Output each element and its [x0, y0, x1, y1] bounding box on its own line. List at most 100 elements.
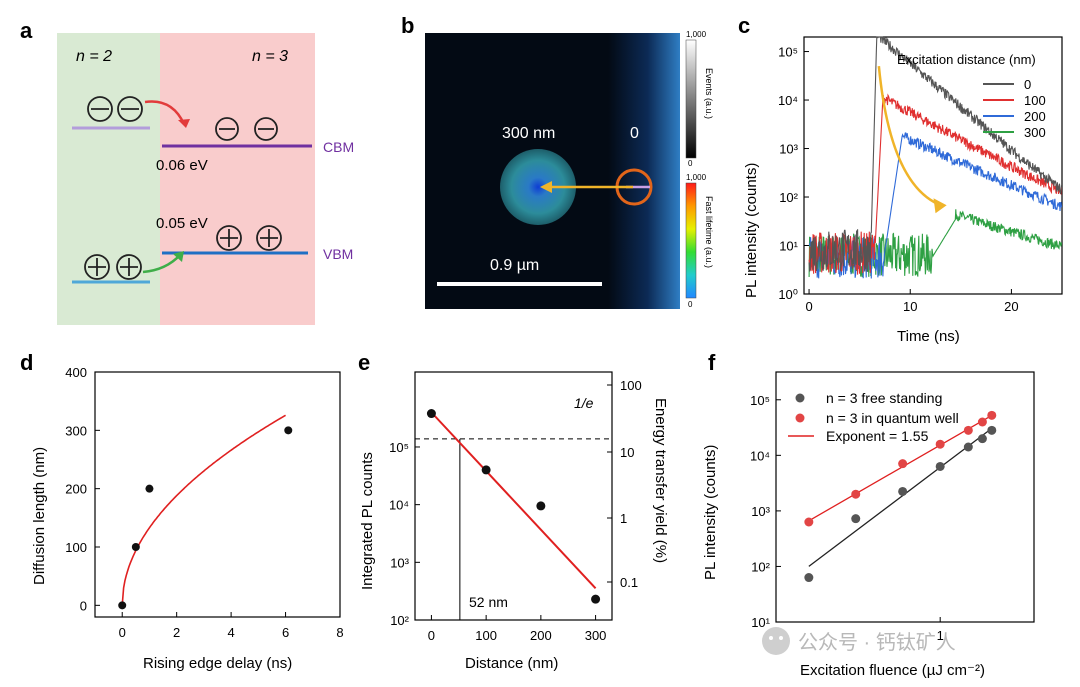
panel-e-label: e [358, 350, 370, 375]
d-frame [94, 371, 341, 618]
e-y-axis-label: Integrated PL counts [359, 452, 376, 590]
wechat-icon [762, 627, 790, 655]
f-data-point [963, 425, 973, 435]
f-data-point [851, 514, 861, 524]
n3-region [160, 33, 315, 325]
f-data-point [977, 434, 987, 444]
f-data-point [804, 573, 814, 583]
e-y-tick-label: 10³ [390, 555, 409, 570]
pl-counts-plot: 0 100 200 300 10² 10³ 10⁴ 10⁵ 100 10 1 0.1 [389, 371, 642, 643]
events-colorbar-title: Events (a.u.) [704, 68, 714, 119]
distance-label: 300 nm [502, 125, 555, 142]
f-legend-marker [795, 413, 805, 423]
e-fit-line [430, 411, 597, 589]
f-y-tick-label: 10² [751, 559, 770, 574]
d-data-point [131, 543, 140, 551]
c-legend-label-100: 100 [1024, 93, 1046, 108]
vbm-offset: 0.05 eV [156, 215, 208, 232]
e-x-tick-label: 200 [530, 628, 552, 643]
c-legend-label-200: 200 [1024, 109, 1046, 124]
c-legend-label-300: 300 [1024, 125, 1046, 140]
d-data-point [145, 484, 154, 493]
d-data-point [118, 601, 127, 610]
panel-c-label: c [738, 13, 750, 38]
c-legend-title: Excitation distance (nm) [897, 52, 1036, 67]
c-legend-label-0: 0 [1024, 77, 1031, 92]
d-y-tick-label: 200 [65, 482, 87, 497]
hole-arrowhead-icon [173, 251, 184, 262]
panel-f-label: f [708, 350, 716, 375]
lifetime-colorbar-min: 0 [688, 300, 693, 309]
e-right-tick-label: 0.1 [620, 575, 638, 590]
lifetime-colorbar-max: 1,000 [686, 173, 707, 182]
d-x-tick-label: 8 [336, 625, 343, 640]
events-colorbar-max: 1,000 [686, 30, 707, 39]
e-x-tick-label: 100 [475, 628, 497, 643]
c-y-tick-label: 10⁵ [778, 45, 798, 60]
f-data-point [804, 517, 814, 527]
panel-e: e 0 100 200 300 10² 10³ 10⁴ 10⁵ 100 10 1 0.1 Integr… [358, 350, 669, 672]
e-right-axis-label: Energy transfer yield (%) [652, 398, 669, 563]
f-legend: n = 3 free standing n = 3 in quantum well [788, 390, 959, 437]
f-data-point [851, 489, 861, 499]
electron-arrowhead-icon [178, 119, 190, 128]
panel-a: a n = 2 n = 3 0.06 eV 0.05 eV CBM VBM [20, 18, 354, 325]
d-data-point [284, 426, 293, 435]
cbm-label: CBM [323, 139, 354, 155]
d-x-tick-label: 0 [119, 625, 126, 640]
f-data-point [963, 442, 973, 452]
marker-52nm-label: 52 nm [469, 594, 508, 610]
f-fit-line-0 [808, 427, 993, 567]
e-right-tick-label: 1 [620, 511, 627, 526]
f-data-point [898, 486, 908, 496]
panel-c: c 0 10 20 10⁰ 10¹ 10² 10³ 10⁴ 10⁵ PL intensity (… [738, 13, 1063, 345]
d-x-tick-label: 2 [173, 625, 180, 640]
events-colorbar-min: 0 [688, 159, 693, 168]
e-right-tick-label: 10 [620, 445, 634, 460]
hole-icon [84, 225, 282, 280]
panel-f: f 10¹ 10² 10³ 10⁴ 10⁵ 1 PL intensity (counts)… [702, 350, 1035, 679]
panel-d: d 0 2 4 6 8 0 100 200 300 400 Diffusion length (n… [20, 350, 344, 672]
n2-label: n = 2 [76, 48, 112, 65]
c-series-200 [808, 132, 1063, 279]
f-data-point [977, 417, 987, 427]
one-over-e-label: 1/e [574, 395, 594, 411]
e-y-tick-label: 10² [390, 613, 409, 628]
f-data-point [987, 410, 997, 420]
d-x-tick-label: 4 [227, 625, 234, 640]
d-y-tick-label: 400 [65, 365, 87, 380]
f-frame [775, 371, 1035, 623]
e-data-point [426, 409, 436, 419]
pl-decay-plot: 0 10 20 10⁰ 10¹ 10² 10³ 10⁴ 10⁵ [778, 36, 1063, 314]
d-fit-curve [121, 414, 286, 606]
electron-icon [87, 96, 278, 141]
c-y-axis-label: PL intensity (counts) [743, 163, 760, 298]
f-y-tick-label: 10⁴ [750, 448, 770, 463]
d-y-tick-label: 100 [65, 540, 87, 555]
c-x-tick-label: 20 [1004, 299, 1018, 314]
c-y-tick-label: 10⁰ [778, 287, 798, 302]
d-x-tick-label: 6 [282, 625, 289, 640]
f-legend-marker [795, 393, 805, 403]
diffusion-plot: 0 2 4 6 8 0 100 200 300 400 [65, 365, 343, 640]
f-x-tick-label: 1 [937, 628, 944, 643]
c-y-tick-label: 10² [779, 190, 798, 205]
c-x-tick-label: 10 [903, 299, 917, 314]
e-x-axis-label: Distance (nm) [465, 655, 558, 672]
lifetime-colorbar-title: Fast lifetime (a.u.) [704, 196, 714, 268]
fluence-plot: 10¹ 10² 10³ 10⁴ 10⁵ 1 [750, 371, 1035, 643]
f-y-tick-label: 10¹ [751, 615, 770, 630]
excitation-spot-300nm [500, 149, 576, 225]
watermark-text: 公众号 · 钙钛矿人 [798, 631, 956, 654]
f-x-axis-label: Excitation fluence (µJ cm⁻²) [800, 662, 985, 679]
f-y-tick-label: 10⁵ [750, 393, 770, 408]
c-yellow-arrow [877, 65, 940, 206]
panel-b-label: b [401, 13, 414, 38]
cbm-offset: 0.06 eV [156, 157, 208, 174]
e-data-point [481, 465, 491, 475]
origin-label: 0 [630, 125, 639, 142]
e-data-point [591, 594, 601, 604]
f-fit-legend-label: Exponent = 1.55 [826, 428, 929, 444]
